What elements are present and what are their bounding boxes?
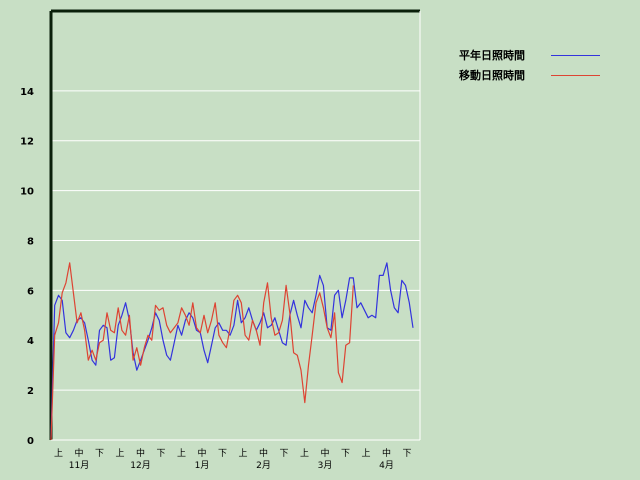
x-tick-period-10: 中 (259, 447, 268, 459)
x-tick-period-17: 下 (402, 449, 411, 459)
x-tick-period-1: 中 (74, 447, 83, 459)
y-tick-label-3: 6 (27, 286, 34, 297)
y-tick-label-4: 8 (27, 236, 34, 247)
x-tick-period-6: 上 (177, 448, 186, 459)
y-tick-label-7: 14 (20, 87, 34, 98)
x-tick-period-8: 下 (218, 449, 227, 459)
x-tick-month-1: 12月 (130, 460, 150, 471)
x-tick-month-2: 1月 (195, 460, 210, 471)
y-tick-label-1: 2 (27, 386, 34, 397)
x-tick-period-15: 上 (361, 448, 370, 459)
x-tick-period-2: 下 (95, 449, 104, 459)
x-tick-period-13: 中 (320, 447, 329, 459)
x-tick-period-12: 上 (300, 448, 309, 459)
x-tick-month-5: 4月 (379, 460, 394, 471)
x-tick-period-5: 下 (156, 449, 165, 459)
x-tick-month-0: 11月 (69, 460, 89, 471)
y-tick-labels: 0 2 4 6 8 10 12 14 (20, 87, 34, 447)
axes (49, 9, 421, 441)
x-tick-period-16: 中 (382, 447, 391, 459)
x-tick-labels: 上中下11月上中下12月上中下1月上中下2月上中下3月上中下4月 (54, 447, 412, 471)
x-tick-period-7: 中 (197, 447, 206, 459)
y-tick-label-2: 4 (27, 336, 34, 347)
legend: 平年日照時間 移動日照時間 (459, 48, 600, 82)
x-tick-period-3: 上 (115, 448, 124, 459)
grid-lines (51, 90, 420, 391)
legend-label-series-1: 移動日照時間 (459, 68, 525, 82)
legend-label-series-0: 平年日照時間 (459, 48, 525, 62)
series-line-0 (50, 262, 414, 438)
x-tick-period-11: 下 (279, 449, 288, 459)
series-lines (50, 262, 414, 441)
x-tick-period-4: 中 (136, 447, 145, 459)
x-tick-period-9: 上 (238, 448, 247, 459)
y-tick-label-5: 10 (20, 187, 34, 198)
y-tick-label-0: 0 (27, 436, 34, 447)
x-tick-month-4: 3月 (318, 460, 333, 471)
x-tick-period-14: 下 (341, 449, 350, 459)
series-line-1 (50, 262, 354, 441)
x-tick-month-3: 2月 (256, 460, 271, 471)
y-tick-label-6: 12 (20, 137, 34, 148)
x-tick-period-0: 上 (54, 448, 63, 459)
